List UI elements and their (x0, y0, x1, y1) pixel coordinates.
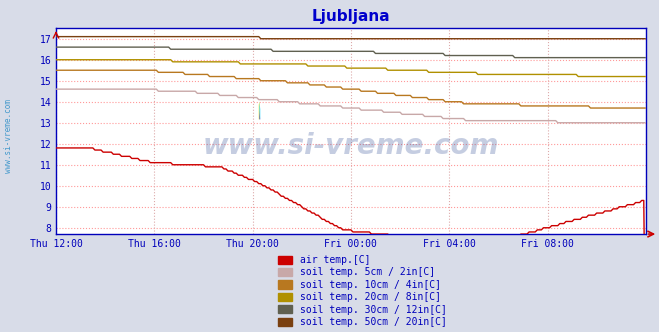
Polygon shape (259, 102, 260, 120)
Text: www.si-vreme.com: www.si-vreme.com (4, 99, 13, 173)
Text: www.si-vreme.com: www.si-vreme.com (203, 131, 499, 160)
Title: Ljubljana: Ljubljana (312, 9, 390, 24)
Legend: air temp.[C], soil temp. 5cm / 2in[C], soil temp. 10cm / 4in[C], soil temp. 20cm: air temp.[C], soil temp. 5cm / 2in[C], s… (278, 255, 447, 327)
